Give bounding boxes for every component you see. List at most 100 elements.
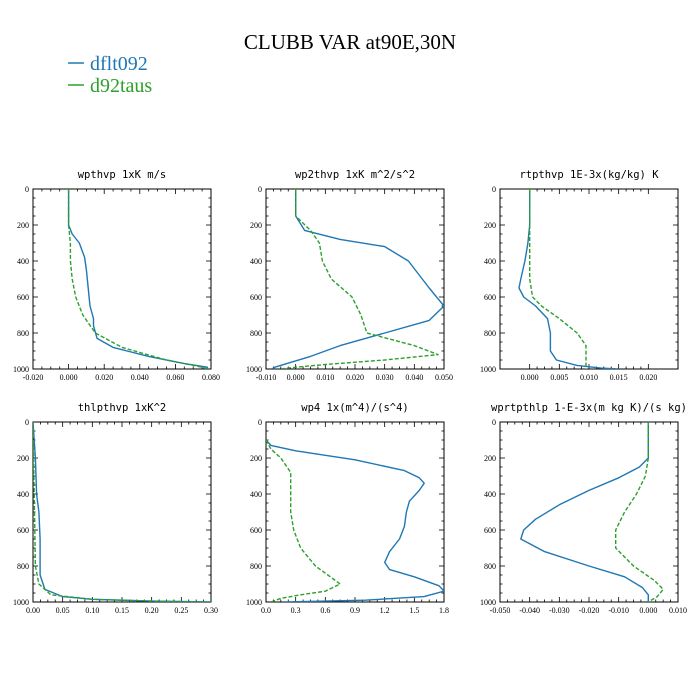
x-tick-label: 0.05 bbox=[56, 606, 70, 615]
panel-6: wprtpthlp 1-E-3x(m kg K)/(s kg) -0.050 -0.… bbox=[480, 402, 687, 615]
x-tick-label: -0.020 bbox=[23, 373, 44, 382]
y-tick-label: 200 bbox=[484, 454, 496, 463]
plot-frame bbox=[499, 188, 679, 370]
series-line-d92taus bbox=[33, 422, 211, 602]
x-tick-label: 0.6 bbox=[320, 606, 330, 615]
y-tick-label: 1000 bbox=[480, 598, 496, 607]
x-tick-label: 1.8 bbox=[439, 606, 449, 615]
x-tick-label: 0.000 bbox=[287, 373, 305, 382]
legend-label-d92taus: d92taus bbox=[90, 75, 152, 97]
panel-3: rtpthvp 1E-3x(kg/kg) K 0.000 0.005 0.010 0.0… bbox=[480, 169, 679, 382]
y-tick-label: 200 bbox=[250, 221, 262, 230]
panel-grid: wpthvp 1xK m/s-0.020 0.000 0.020 0.040 0.060… bbox=[13, 169, 687, 615]
x-tick-label: 0.000 bbox=[60, 373, 78, 382]
x-tick-label: 0.0 bbox=[261, 606, 271, 615]
y-tick-label: 400 bbox=[484, 490, 496, 499]
y-tick-label: 1000 bbox=[13, 365, 29, 374]
y-tick-label: 1000 bbox=[246, 365, 262, 374]
series-line-dflt092 bbox=[266, 439, 444, 602]
series-line-dflt092 bbox=[518, 189, 619, 369]
y-tick-label: 400 bbox=[17, 257, 29, 266]
plot-frame bbox=[265, 421, 445, 603]
y-tick-label: 600 bbox=[250, 526, 262, 535]
x-tick-label: 0.9 bbox=[350, 606, 360, 615]
y-tick-label: 600 bbox=[484, 293, 496, 302]
panel-title: wprtpthlp 1-E-3x(m kg K)/(s kg) bbox=[491, 402, 687, 414]
series-line-d92taus bbox=[266, 439, 341, 602]
x-tick-label: -0.010 bbox=[256, 373, 277, 382]
y-tick-label: 600 bbox=[17, 293, 29, 302]
legend-label-dflt092: dflt092 bbox=[90, 53, 148, 75]
x-tick-label: 0.010 bbox=[580, 373, 598, 382]
y-tick-label: 600 bbox=[250, 293, 262, 302]
y-tick-label: 600 bbox=[484, 526, 496, 535]
x-tick-label: 0.040 bbox=[131, 373, 149, 382]
x-tick-label: 0.00 bbox=[26, 606, 40, 615]
x-tick-label: 0.020 bbox=[346, 373, 364, 382]
y-tick-label: 0 bbox=[258, 418, 262, 427]
x-tick-label: -0.050 bbox=[490, 606, 511, 615]
plot-frame bbox=[32, 188, 212, 370]
x-tick-label: 0.30 bbox=[204, 606, 218, 615]
y-tick-label: 0 bbox=[492, 418, 496, 427]
series-line-d92taus bbox=[615, 422, 664, 602]
y-tick-label: 0 bbox=[258, 185, 262, 194]
y-tick-label: 200 bbox=[484, 221, 496, 230]
panel-5: wp4 1x(m^4)/(s^4) 0.0 0.3 0.6 0.9 1.2 1.5 1.8 0 2… bbox=[246, 402, 449, 615]
y-tick-label: 1000 bbox=[480, 365, 496, 374]
series-line-d92taus bbox=[67, 189, 208, 369]
x-tick-label: 0.010 bbox=[669, 606, 687, 615]
x-tick-label: -0.030 bbox=[549, 606, 570, 615]
y-tick-label: 800 bbox=[250, 562, 262, 571]
x-tick-label: 0.060 bbox=[166, 373, 184, 382]
y-tick-label: 0 bbox=[492, 185, 496, 194]
x-tick-label: 0.000 bbox=[521, 373, 539, 382]
x-tick-label: -0.010 bbox=[608, 606, 629, 615]
legend: dflt092 d92taus bbox=[68, 53, 152, 97]
series-line-dflt092 bbox=[33, 422, 211, 602]
x-tick-label: 1.5 bbox=[409, 606, 419, 615]
y-tick-label: 800 bbox=[17, 329, 29, 338]
x-tick-label: 1.2 bbox=[380, 606, 390, 615]
y-tick-label: 0 bbox=[25, 185, 29, 194]
panel-title: wp4 1x(m^4)/(s^4) bbox=[301, 402, 408, 414]
y-tick-label: 800 bbox=[484, 562, 496, 571]
figure-title: CLUBB VAR at90E,30N bbox=[244, 30, 456, 54]
y-tick-label: 400 bbox=[250, 257, 262, 266]
x-tick-label: 0.080 bbox=[202, 373, 220, 382]
panel-title: wp2thvp 1xK m^2/s^2 bbox=[295, 169, 415, 181]
x-tick-label: 0.10 bbox=[85, 606, 99, 615]
x-tick-label: 0.020 bbox=[95, 373, 113, 382]
series-line-dflt092 bbox=[271, 189, 444, 369]
plot-frame bbox=[499, 421, 679, 603]
x-tick-label: 0.020 bbox=[639, 373, 657, 382]
y-tick-label: 200 bbox=[17, 221, 29, 230]
panel-title: thlpthvp 1xK^2 bbox=[78, 402, 167, 414]
x-tick-label: 0.25 bbox=[174, 606, 188, 615]
panel-1: wpthvp 1xK m/s -0.020 0.000 0.020 0.040 0.060… bbox=[13, 169, 220, 382]
x-tick-label: 0.050 bbox=[435, 373, 453, 382]
y-tick-label: 200 bbox=[250, 454, 262, 463]
plot-frame bbox=[32, 421, 212, 603]
x-tick-label: 0.000 bbox=[639, 606, 657, 615]
y-tick-label: 400 bbox=[484, 257, 496, 266]
panel-2: wp2thvp 1xK m^2/s^2 -0.010 0.000 0.010 0.020… bbox=[246, 169, 453, 382]
x-tick-label: -0.040 bbox=[519, 606, 540, 615]
y-tick-label: 1000 bbox=[13, 598, 29, 607]
y-tick-label: 400 bbox=[250, 490, 262, 499]
y-tick-label: 1000 bbox=[246, 598, 262, 607]
y-tick-label: 600 bbox=[17, 526, 29, 535]
x-tick-label: 0.15 bbox=[115, 606, 129, 615]
series-line-d92taus bbox=[280, 189, 439, 369]
y-tick-label: 200 bbox=[17, 454, 29, 463]
y-tick-label: 0 bbox=[25, 418, 29, 427]
panel-title: rtpthvp 1E-3x(kg/kg) K bbox=[519, 169, 659, 181]
x-tick-label: 0.3 bbox=[291, 606, 301, 615]
y-tick-label: 800 bbox=[17, 562, 29, 571]
x-tick-label: 0.040 bbox=[405, 373, 423, 382]
series-line-dflt092 bbox=[67, 189, 209, 369]
series-line-dflt092 bbox=[520, 422, 649, 602]
series-line-d92taus bbox=[529, 189, 587, 369]
y-tick-label: 400 bbox=[17, 490, 29, 499]
